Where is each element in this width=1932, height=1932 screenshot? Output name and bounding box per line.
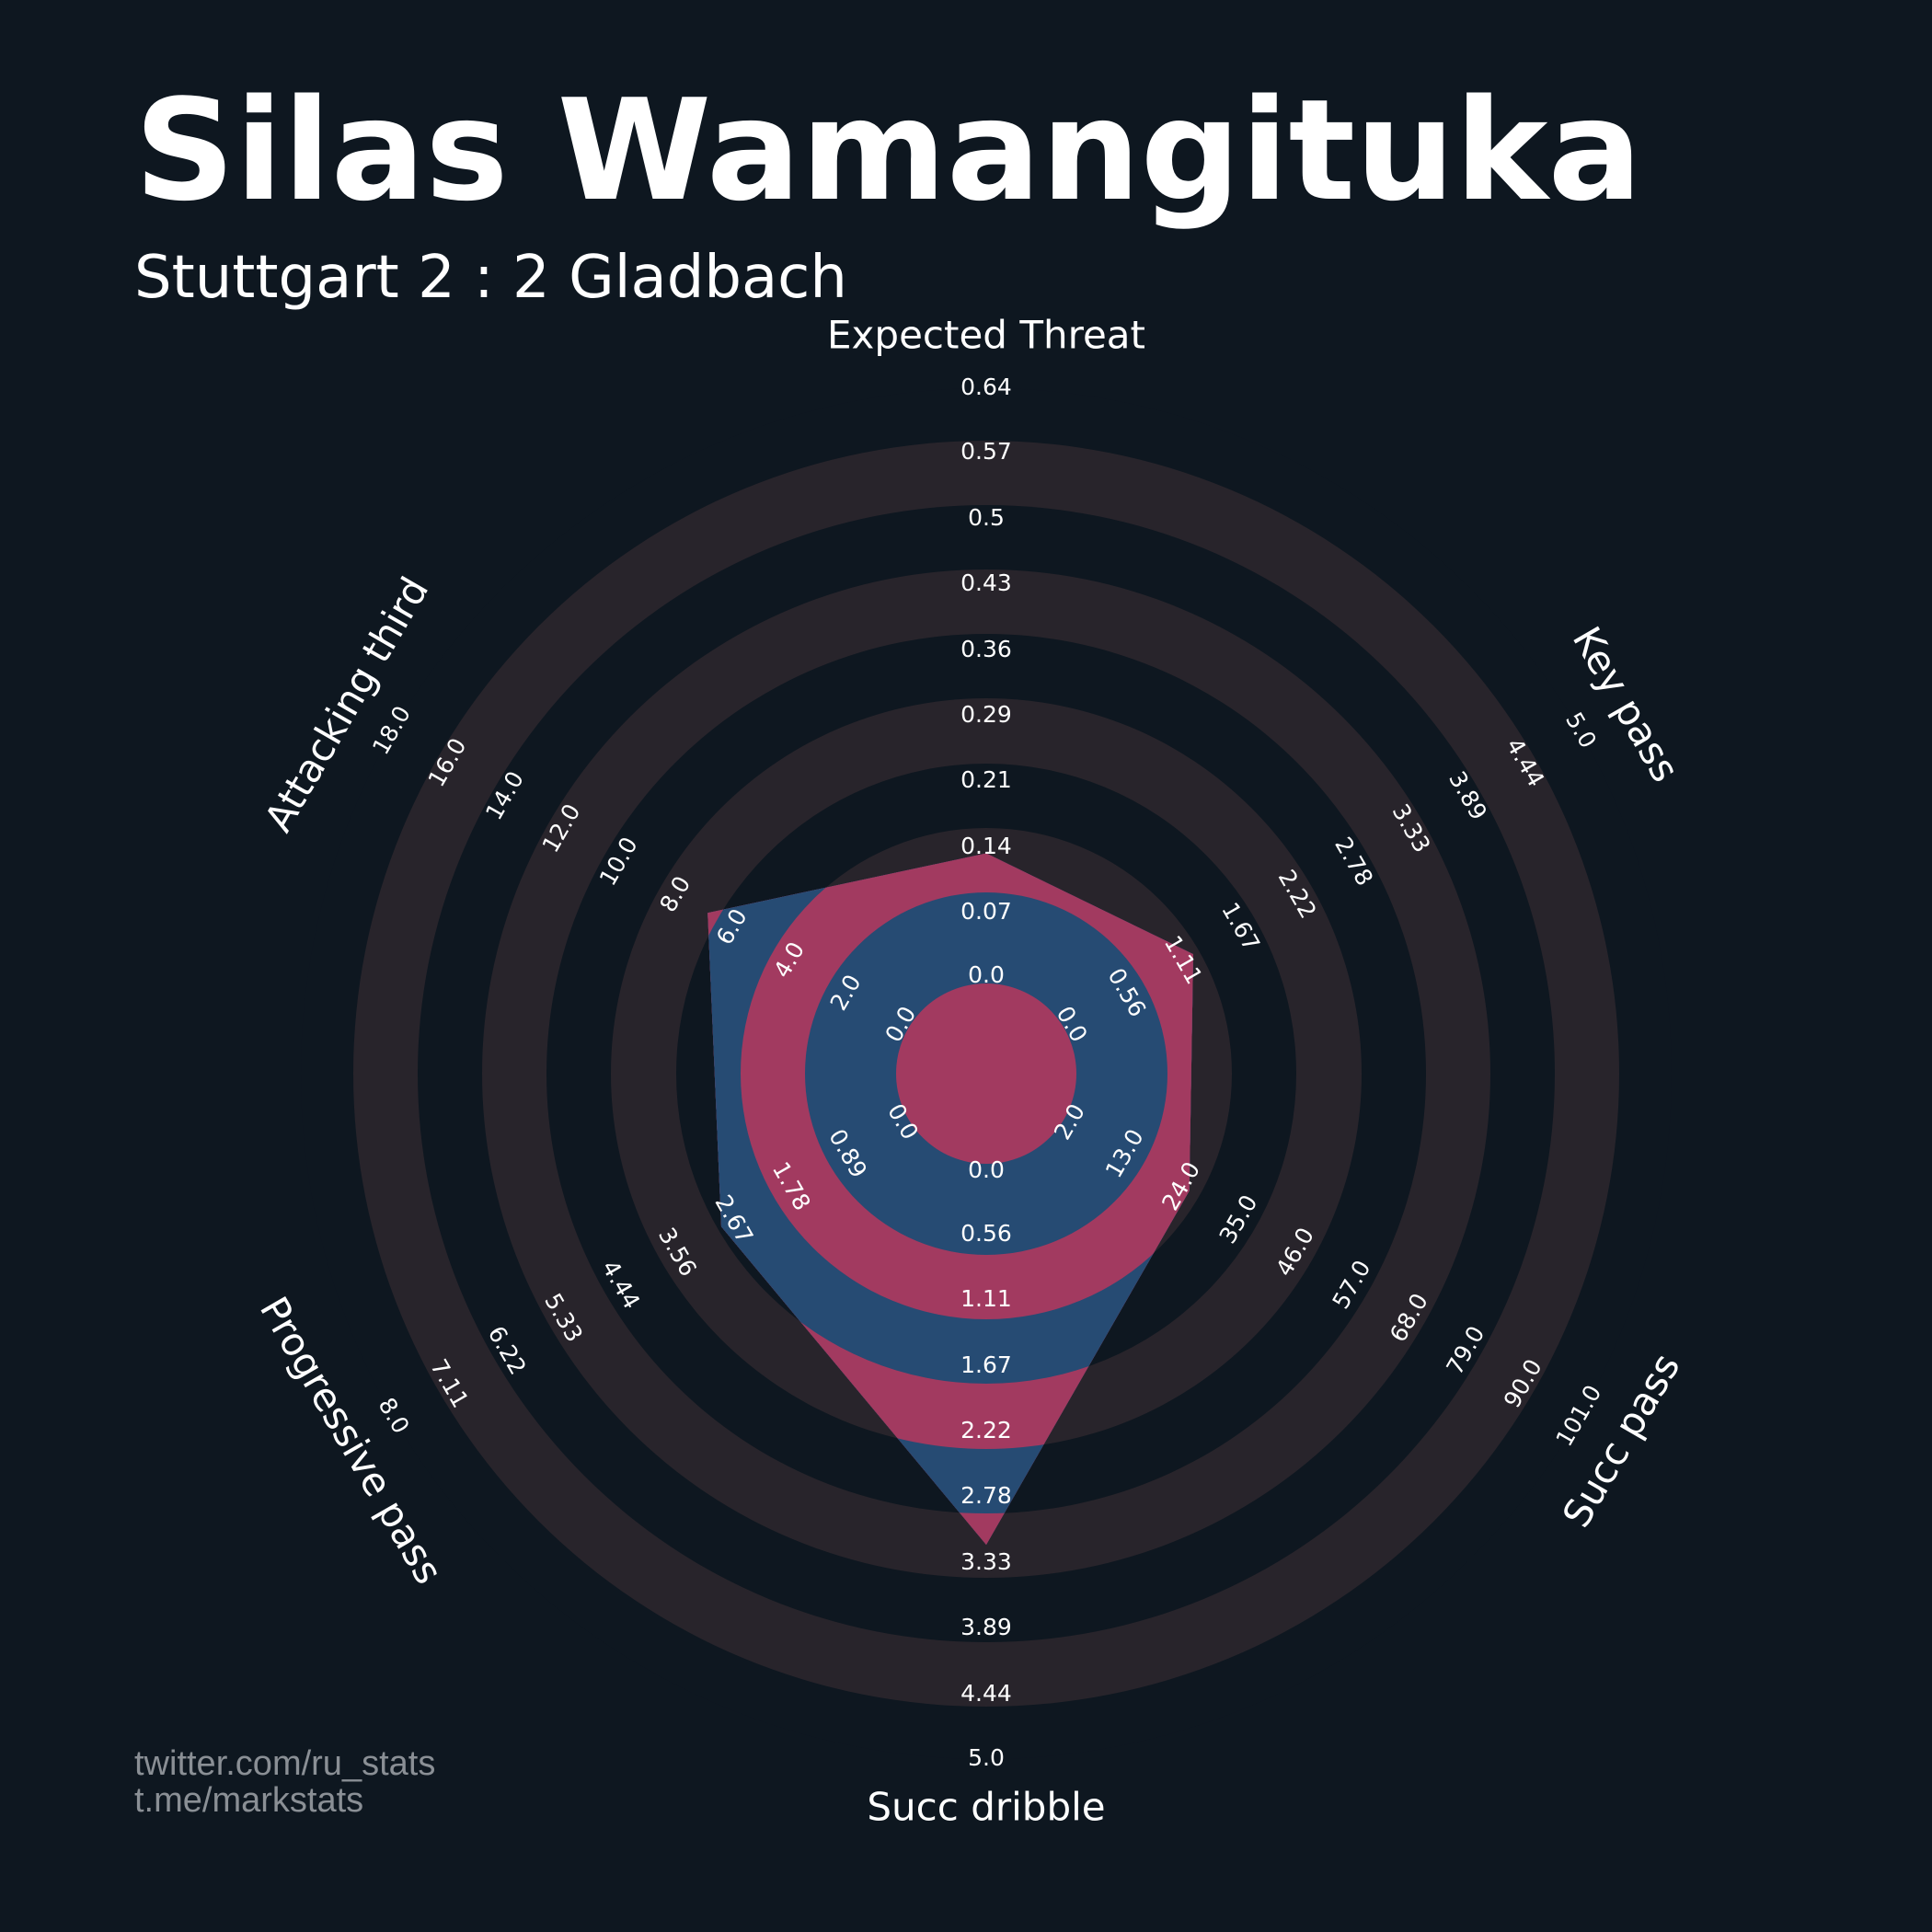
tick-label-axis3-4: 2.22 [960, 1417, 1012, 1443]
tick-label-axis0-1: 0.07 [960, 898, 1012, 925]
tick-label-axis0-6: 0.43 [960, 569, 1012, 596]
tick-label-axis3-8: 4.44 [960, 1680, 1012, 1707]
credit-telegram: t.me/markstats [134, 1781, 364, 1820]
tick-label-axis3-7: 3.89 [960, 1614, 1012, 1640]
tick-label-axis3-9: 5.0 [968, 1744, 1005, 1771]
param-label-succ-dribble: Succ dribble [867, 1785, 1105, 1830]
tick-label-axis0-9: 0.64 [960, 374, 1012, 400]
tick-label-axis3-1: 0.56 [960, 1220, 1012, 1247]
tick-label-axis3-6: 3.33 [960, 1548, 1012, 1575]
tick-label-axis0-0: 0.0 [968, 961, 1005, 988]
tick-label-axis0-8: 0.57 [960, 438, 1012, 465]
tick-label-axis0-2: 0.14 [960, 833, 1012, 859]
tick-label-axis0-4: 0.29 [960, 701, 1012, 728]
radar-fill-band-1 [896, 983, 1076, 1164]
tick-label-axis3-0: 0.0 [968, 1156, 1005, 1183]
tick-label-axis3-5: 2.78 [960, 1482, 1012, 1509]
tick-label-axis0-7: 0.5 [968, 504, 1005, 531]
credit-twitter: twitter.com/ru_stats [134, 1744, 436, 1783]
tick-label-axis0-5: 0.36 [960, 636, 1012, 662]
param-label-expected-threat: Expected Threat [827, 313, 1145, 358]
chart-title: Silas Wamangituka [134, 69, 1643, 232]
tick-label-axis0-3: 0.21 [960, 766, 1012, 793]
chart-subtitle: Stuttgart 2 : 2 Gladbach [134, 244, 847, 312]
tick-label-axis3-2: 1.11 [960, 1285, 1012, 1312]
tick-label-axis3-3: 1.67 [960, 1351, 1012, 1378]
